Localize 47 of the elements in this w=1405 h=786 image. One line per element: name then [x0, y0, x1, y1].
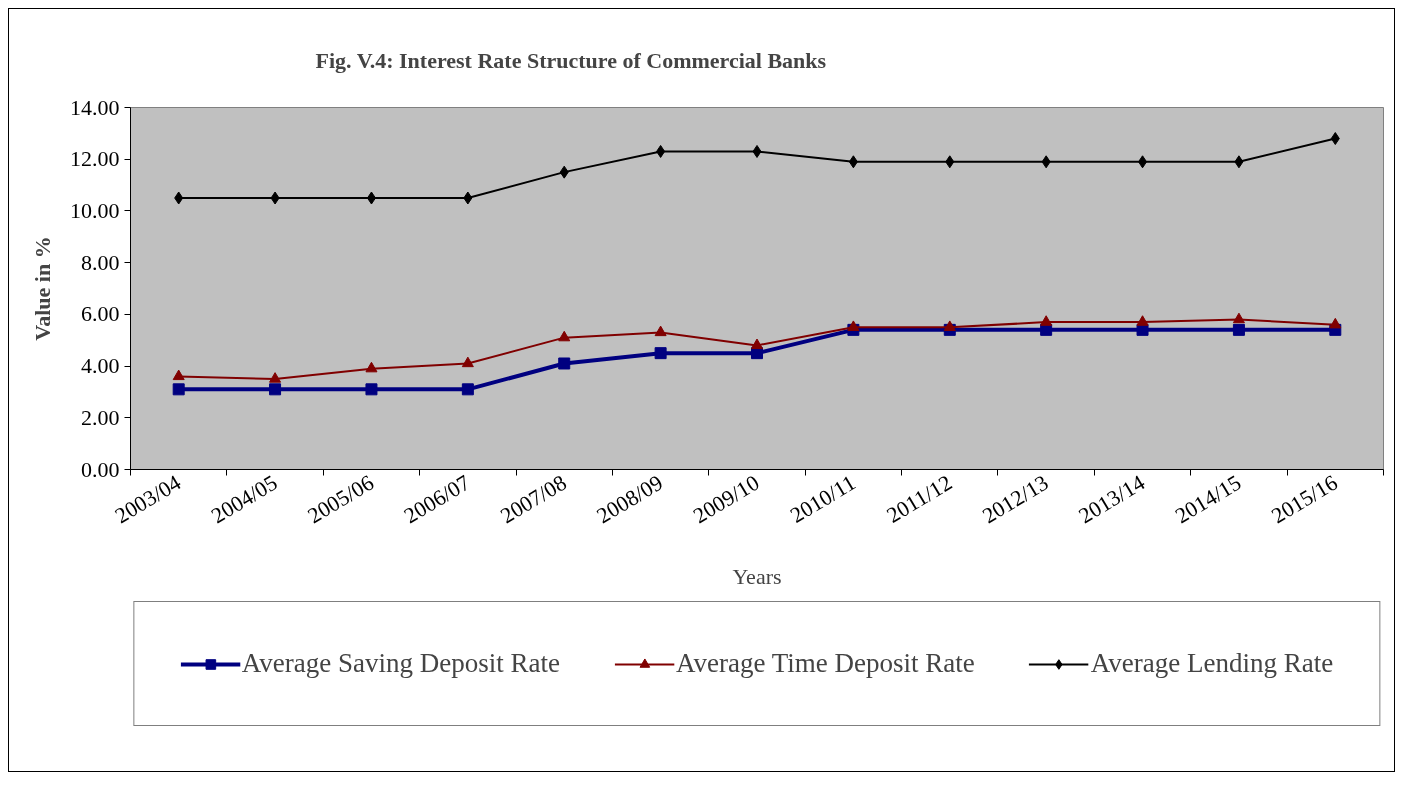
point [559, 165, 569, 179]
point [270, 191, 280, 205]
point [269, 383, 282, 396]
legend-label: Average Saving Deposit Rate [241, 648, 561, 679]
point [752, 144, 762, 158]
point [366, 191, 376, 205]
y-tick-label: 8.00 [81, 249, 120, 275]
point [1234, 155, 1244, 169]
chart-title: Fig. V.4: Interest Rate Structure of Commercial Banks [315, 47, 827, 73]
y-axis-title: Value in % [30, 236, 55, 341]
y-tick-label: 4.00 [81, 353, 120, 379]
point [751, 338, 763, 350]
point [463, 191, 473, 205]
legend-label: Average Lending Rate [1090, 648, 1334, 679]
point [1330, 132, 1340, 146]
point [945, 155, 955, 169]
point [365, 383, 378, 396]
point [1329, 317, 1342, 329]
point [1040, 315, 1053, 326]
point [654, 325, 667, 337]
x-axis-title: Years [732, 564, 782, 590]
y-tick-label: 14.00 [70, 94, 120, 120]
point [1041, 155, 1051, 169]
point [847, 320, 860, 331]
legend-label: Average Time Deposit Rate [676, 648, 975, 679]
point [558, 330, 571, 342]
y-tick-label: 12.00 [70, 146, 120, 172]
point [365, 361, 378, 373]
point [269, 372, 282, 383]
point [1138, 155, 1148, 169]
point [461, 383, 474, 396]
point [1136, 315, 1149, 326]
y-tick-label: 10.00 [70, 197, 120, 223]
point [848, 155, 858, 169]
point [174, 191, 184, 205]
y-tick-label: 2.00 [81, 404, 120, 430]
point [558, 357, 571, 370]
point [172, 369, 185, 381]
point [172, 383, 185, 396]
y-tick-label: 0.00 [81, 456, 120, 482]
point [1232, 312, 1245, 324]
point [1232, 323, 1245, 336]
y-tick-label: 6.00 [81, 301, 120, 327]
point [943, 320, 956, 331]
point [654, 347, 667, 360]
point [656, 144, 666, 158]
point [461, 356, 474, 368]
